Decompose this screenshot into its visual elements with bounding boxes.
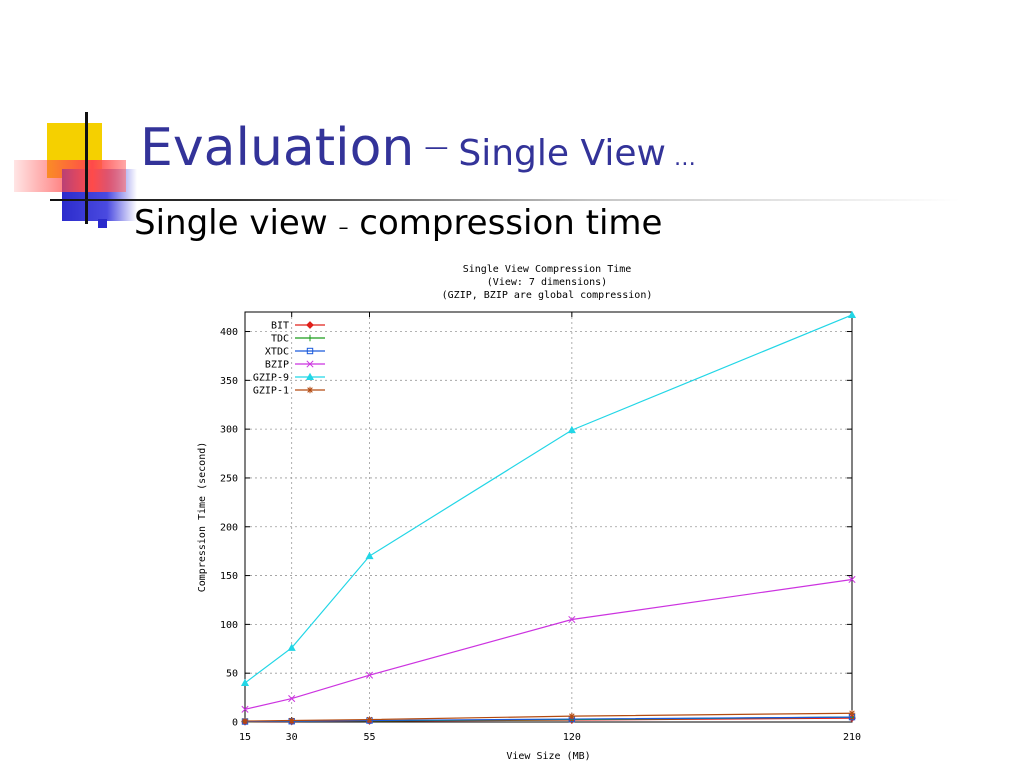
chart-legend: BIT TDC XTDC BZIP GZIP-9 GZIP-1 xyxy=(253,321,325,397)
y-axis-label: Compression Time (second) xyxy=(197,442,208,593)
bullet-text: Single view – compression time xyxy=(134,203,662,243)
legend-marker-bit xyxy=(306,321,314,329)
x-tick-label: 55 xyxy=(363,732,375,743)
legend-label-bit: BIT xyxy=(271,321,289,332)
x-axis-ticks: 15 30 55 120 210 xyxy=(239,312,861,743)
bullet-item: Single view – compression time xyxy=(98,206,662,240)
y-tick-label: 300 xyxy=(220,425,238,436)
legend-label-tdc: TDC xyxy=(271,334,289,345)
data-point-gzip-1 xyxy=(366,716,373,723)
chart-title: Single View Compression Time (View: 7 di… xyxy=(442,264,653,301)
data-point-gzip-9 xyxy=(847,310,857,318)
data-point-gzip-9 xyxy=(567,425,576,434)
legend-marker-gzip-9 xyxy=(305,372,315,381)
y-tick-label: 50 xyxy=(226,669,238,680)
legend-label-gzip-1: GZIP-1 xyxy=(253,386,289,397)
y-axis-ticks: 0 50 100 150 200 250 300 350 400 xyxy=(220,327,852,729)
data-point-gzip-1 xyxy=(241,717,249,725)
bullet-text-pre: Single view xyxy=(134,203,328,243)
series-gzip-9 xyxy=(240,310,857,687)
slide-title-dash: — xyxy=(424,133,449,161)
data-point-bzip xyxy=(241,705,249,713)
data-point-bzip xyxy=(568,615,576,624)
legend-label-xtdc: XTDC xyxy=(265,347,289,358)
slide-title-ellipsis: … xyxy=(673,146,696,171)
data-point-gzip-1 xyxy=(288,717,295,724)
x-tick-label: 120 xyxy=(563,732,581,743)
compression-time-chart: Single View Compression Time (View: 7 di… xyxy=(197,264,861,762)
chart-grid xyxy=(245,312,852,722)
y-tick-label: 400 xyxy=(220,327,238,338)
legend-marker-tdc xyxy=(306,334,314,342)
decorative-red-bar xyxy=(14,160,126,192)
slide-title: Evaluation — Single View… xyxy=(140,122,696,174)
y-tick-label: 350 xyxy=(220,376,238,387)
legend-marker-bzip xyxy=(306,360,314,368)
y-tick-label: 100 xyxy=(220,620,238,631)
chart-title-line-2: (View: 7 dimensions) xyxy=(487,277,607,288)
decorative-horizontal-line xyxy=(50,199,960,201)
slide-title-subtitle: Single View xyxy=(458,133,666,174)
data-point-gzip-9 xyxy=(240,678,250,687)
chart-title-line-1: Single View Compression Time xyxy=(463,264,632,275)
series-gzip-1 xyxy=(241,710,856,725)
bullet-text-post: compression time xyxy=(359,203,663,243)
data-point-gzip-9 xyxy=(287,643,296,651)
data-point-bzip xyxy=(288,695,296,703)
data-point-gzip-9 xyxy=(365,551,374,560)
legend-marker-xtdc xyxy=(306,347,314,355)
chart-series xyxy=(240,310,857,726)
data-point-bzip xyxy=(848,575,856,584)
slide-title-main: Evaluation xyxy=(140,118,415,178)
data-point-gzip-1 xyxy=(848,710,856,717)
chart-title-line-3: (GZIP, BZIP are global compression) xyxy=(442,290,653,301)
plot-area-frame xyxy=(244,311,853,723)
legend-label-gzip-9: GZIP-9 xyxy=(253,373,289,384)
y-tick-label: 200 xyxy=(220,522,238,533)
data-point-gzip-1 xyxy=(568,712,576,720)
legend-label-bzip: BZIP xyxy=(265,360,289,371)
series-line-gzip-9 xyxy=(244,314,853,684)
legend-marker-gzip-1 xyxy=(306,386,314,394)
decorative-vertical-line xyxy=(85,112,88,224)
series-line-bzip xyxy=(244,578,853,710)
y-tick-label: 150 xyxy=(220,571,238,582)
y-tick-label: 0 xyxy=(232,718,238,729)
data-point-bzip xyxy=(365,671,374,679)
y-tick-label: 250 xyxy=(220,473,238,484)
x-tick-label: 210 xyxy=(843,732,861,743)
x-tick-label: 30 xyxy=(286,732,298,743)
x-axis-label: View Size (MB) xyxy=(506,751,590,762)
bullet-text-dash: – xyxy=(338,215,349,239)
bullet-square-icon xyxy=(98,219,107,228)
x-tick-label: 15 xyxy=(239,732,251,743)
series-bzip xyxy=(241,575,856,713)
